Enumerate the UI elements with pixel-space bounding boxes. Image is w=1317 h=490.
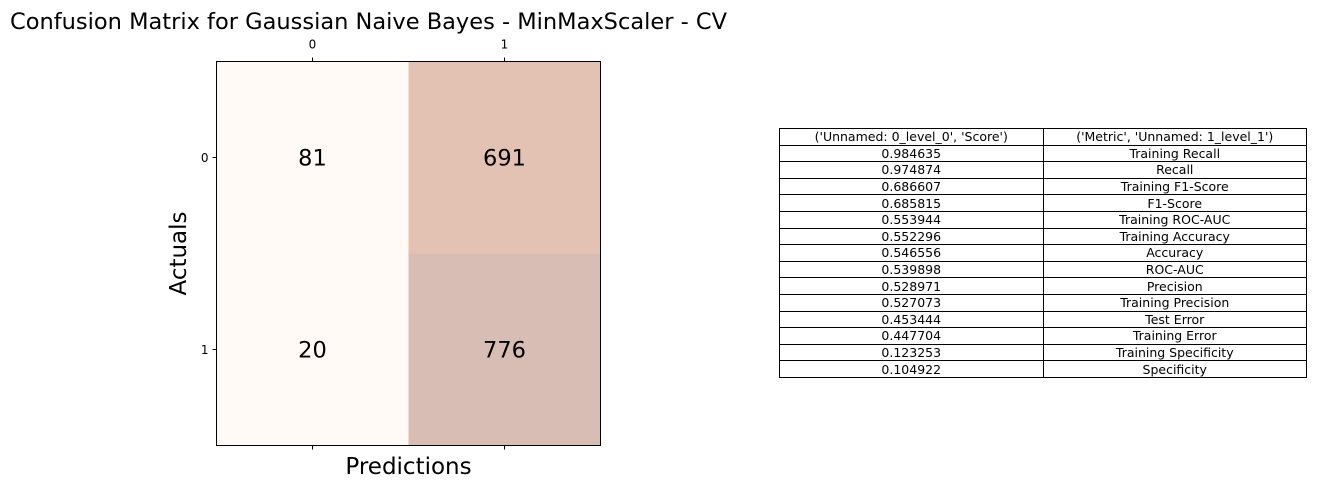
cell-value-label: 20 [298, 338, 327, 364]
table-row: 0.546556 Accuracy [779, 244, 1307, 262]
score-cell: 0.546556 [779, 244, 1044, 262]
metric-cell: Precision [1042, 277, 1307, 295]
score-cell: 0.984635 [779, 144, 1044, 163]
y-tick-label: 0 [201, 151, 209, 165]
metric-cell: Test Error [1042, 310, 1307, 329]
cell-value-label: 81 [298, 146, 327, 172]
cell-value-label: 776 [483, 338, 526, 364]
matrix-cell [408, 253, 601, 446]
matrix-ticks: 0 1 0 1 [201, 38, 508, 450]
matrix-cell [216, 253, 409, 446]
score-cell: 0.539898 [779, 260, 1044, 279]
table-row: 0.686607 Training F1-Score [779, 177, 1307, 196]
metric-cell: Training ROC-AUC [1042, 210, 1307, 229]
chart-title: Confusion Matrix for Gaussian Naive Baye… [10, 9, 728, 35]
table-row: 0.453444 Test Error [779, 310, 1307, 329]
y-tick-label: 1 [201, 343, 209, 357]
matrix-cells [216, 61, 601, 446]
metrics-table-body: 0.984635 Training Recall 0.974874 Recall 0.6… [779, 144, 1307, 378]
score-cell: 0.686607 [779, 177, 1044, 196]
table-row: 0.974874 Recall [779, 161, 1307, 179]
score-cell: 0.552296 [779, 227, 1044, 246]
matrix-frame [216, 61, 601, 446]
matrix-cell [408, 61, 601, 254]
x-axis-label: Predictions [345, 454, 471, 480]
table-row: 0.685815 F1-Score [779, 194, 1307, 212]
table-header-metric: ('Metric', 'Unnamed: 1_level_1') [1042, 128, 1307, 146]
table-row: 0.527073 Training Precision [779, 293, 1307, 312]
score-cell: 0.104922 [779, 360, 1044, 378]
y-axis-label: Actuals [166, 211, 192, 295]
table-row: 0.553944 Training ROC-AUC [779, 210, 1307, 229]
score-cell: 0.685815 [779, 194, 1044, 212]
x-tick-label: 0 [309, 38, 317, 52]
score-cell: 0.528971 [779, 277, 1044, 295]
table-row: 0.552296 Training Accuracy [779, 227, 1307, 246]
table-row: 0.528971 Precision [779, 277, 1307, 295]
score-cell: 0.527073 [779, 293, 1044, 312]
table-row: 0.123253 Training Specificity [779, 343, 1307, 362]
metrics-table: ('Unnamed: 0_level_0', 'Score') ('Metric… [779, 128, 1307, 378]
metric-cell: Training Specificity [1042, 343, 1307, 362]
metric-cell: Training F1-Score [1042, 177, 1307, 196]
metric-cell: Training Error [1042, 327, 1307, 345]
table-row: 0.984635 Training Recall [779, 144, 1307, 163]
score-cell: 0.553944 [779, 210, 1044, 229]
metric-cell: F1-Score [1042, 194, 1307, 212]
score-cell: 0.123253 [779, 343, 1044, 362]
metric-cell: Training Precision [1042, 293, 1307, 312]
metric-cell: Training Accuracy [1042, 227, 1307, 246]
table-header-score: ('Unnamed: 0_level_0', 'Score') [779, 128, 1044, 146]
score-cell: 0.453444 [779, 310, 1044, 329]
score-cell: 0.974874 [779, 161, 1044, 179]
metric-cell: Training Recall [1042, 144, 1307, 163]
metric-cell: ROC-AUC [1042, 260, 1307, 279]
metric-cell: Recall [1042, 161, 1307, 179]
table-header-row: ('Unnamed: 0_level_0', 'Score') ('Metric… [779, 128, 1307, 146]
metric-cell: Accuracy [1042, 244, 1307, 262]
score-cell: 0.447704 [779, 327, 1044, 345]
table-row: 0.539898 ROC-AUC [779, 260, 1307, 279]
table-row: 0.104922 Specificity [779, 360, 1307, 378]
matrix-value-labels: 81 691 20 776 [298, 146, 526, 364]
cell-value-label: 691 [483, 146, 526, 172]
table-row: 0.447704 Training Error [779, 327, 1307, 345]
x-tick-label: 1 [501, 38, 509, 52]
metric-cell: Specificity [1042, 360, 1307, 378]
matrix-cell [216, 61, 409, 254]
